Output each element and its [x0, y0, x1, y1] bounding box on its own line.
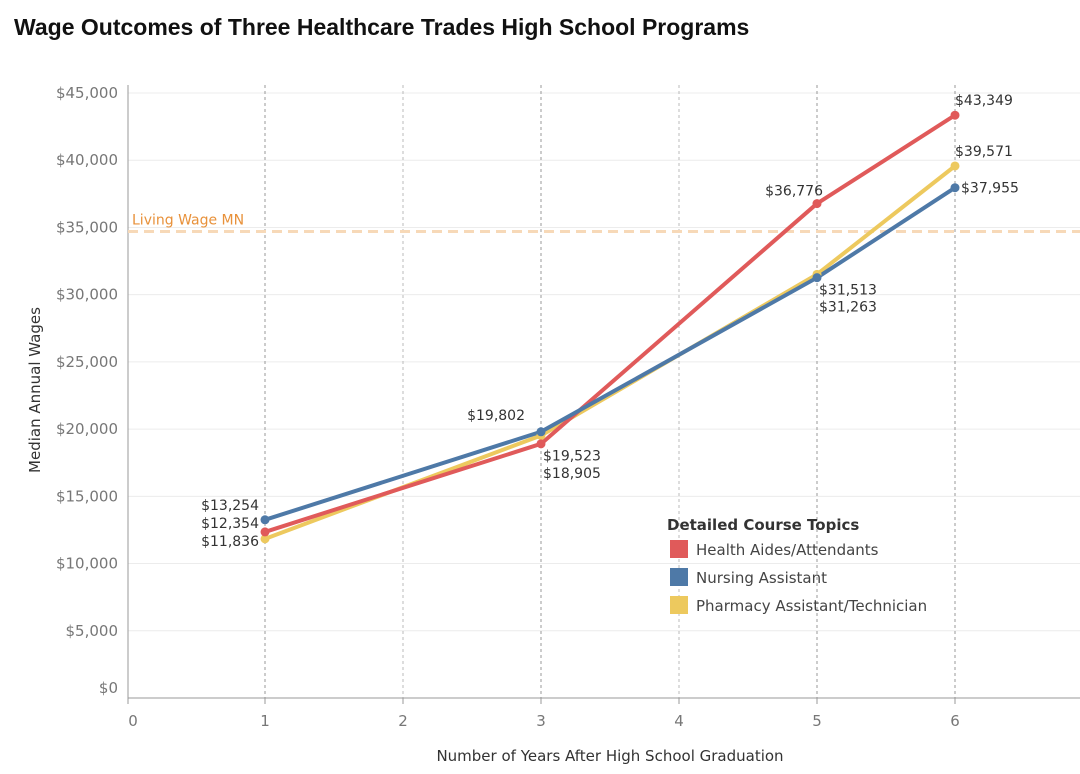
x-tick-label: 4: [674, 712, 684, 730]
legend-swatch: [670, 568, 688, 586]
data-label: $19,802: [467, 408, 525, 424]
legend-label: Pharmacy Assistant/Technician: [696, 597, 927, 615]
x-tick-label: 0: [128, 712, 138, 730]
data-label: $43,349: [955, 93, 1013, 109]
series-line-0: [264, 113, 957, 534]
y-tick-label: $30,000: [56, 286, 118, 304]
data-point: [260, 515, 270, 525]
data-point: [260, 534, 270, 544]
x-tick-label: 3: [536, 712, 546, 730]
y-axis-title: Median Annual Wages: [26, 307, 44, 473]
data-label: $31,263: [819, 300, 877, 316]
data-label: $18,905: [543, 466, 601, 482]
y-tick-label: $15,000: [56, 487, 118, 505]
x-tick-label: 1: [260, 712, 270, 730]
legend-swatch: [670, 596, 688, 614]
data-label: $11,836: [201, 534, 259, 550]
data-point: [950, 183, 960, 193]
data-point: [812, 273, 822, 283]
y-tick-label: $0: [99, 679, 118, 697]
data-label: $12,354: [201, 516, 259, 532]
legend-label: Health Aides/Attendants: [696, 541, 879, 559]
data-label: $13,254: [201, 498, 259, 514]
data-point: [260, 527, 270, 537]
legend-title: Detailed Course Topics: [667, 516, 859, 534]
data-point: [812, 199, 822, 209]
y-tick-label: $5,000: [66, 622, 119, 640]
series-line-2: [264, 164, 957, 541]
data-point: [536, 427, 546, 437]
data-label: $36,776: [765, 184, 823, 200]
data-point: [536, 439, 546, 449]
legend-label: Nursing Assistant: [696, 569, 827, 587]
legend-swatch: [670, 540, 688, 558]
living-wage-label: Living Wage MN: [132, 212, 244, 228]
x-axis-title: Number of Years After High School Gradua…: [436, 747, 783, 765]
x-tick-label: 6: [950, 712, 960, 730]
chart-title: Wage Outcomes of Three Healthcare Trades…: [14, 14, 750, 40]
data-point: [950, 110, 960, 120]
data-label: $37,955: [961, 181, 1019, 197]
y-tick-label: $35,000: [56, 218, 118, 236]
data-label: $31,513: [819, 282, 877, 298]
x-tick-label: 5: [812, 712, 822, 730]
y-tick-label: $45,000: [56, 84, 118, 102]
y-tick-label: $40,000: [56, 151, 118, 169]
data-point: [950, 161, 960, 171]
series-line-1: [264, 186, 957, 522]
x-tick-label: 2: [398, 712, 408, 730]
y-tick-label: $10,000: [56, 555, 118, 573]
y-tick-label: $20,000: [56, 420, 118, 438]
data-label: $19,523: [543, 449, 601, 465]
y-tick-label: $25,000: [56, 353, 118, 371]
data-label: $39,571: [955, 144, 1013, 160]
